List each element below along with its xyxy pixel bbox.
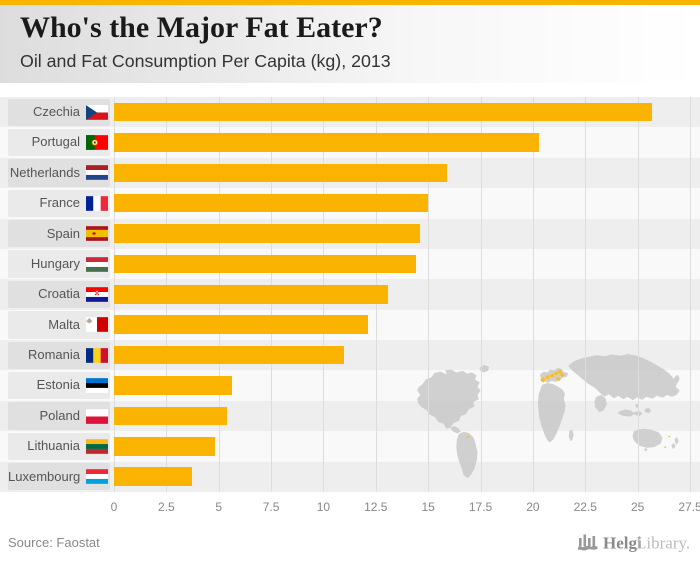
- svg-text:Library.: Library.: [636, 534, 690, 553]
